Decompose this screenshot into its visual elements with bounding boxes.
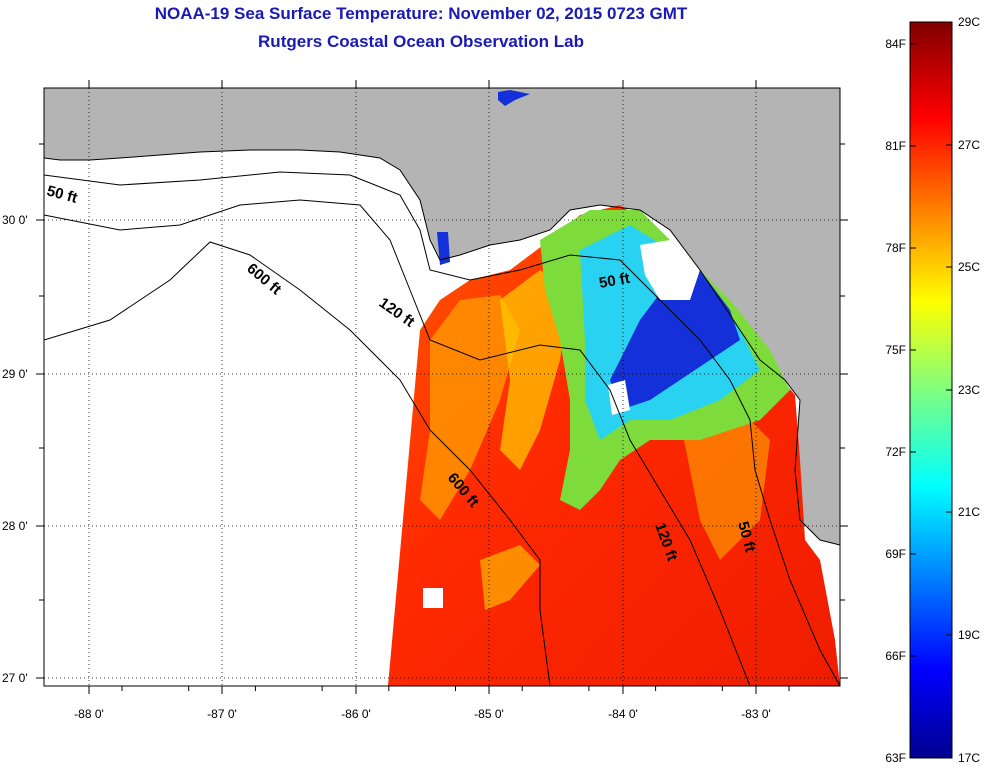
f-tick-label: 63F: [885, 751, 906, 765]
c-tick-label: 19C: [958, 628, 980, 642]
lake-blue: [498, 90, 530, 106]
chart-title: NOAA-19 Sea Surface Temperature: Novembe…: [154, 4, 688, 23]
land-mass: [44, 88, 840, 545]
colorbar: 84F 81F 78F 75F 72F 69F 66F 63F 29C 27C 25C 23C 21C 1…: [885, 15, 980, 765]
graticule: [44, 88, 840, 686]
f-tick-label: 84F: [885, 37, 906, 51]
y-tick-label: 27 0': [2, 671, 28, 685]
sst-cold-blue: [610, 270, 740, 410]
f-tick-label: 75F: [885, 343, 906, 357]
cloud-mask-3: [423, 588, 443, 608]
sst-streak-3: [480, 545, 540, 610]
x-tick-label: -83 0': [741, 707, 771, 721]
colorbar-gradient: [909, 21, 953, 759]
c-tick-label: 29C: [958, 15, 980, 29]
contour-600ft-line: [44, 241, 551, 686]
x-axis: -88 0' -87 0' -86 0' -85 0' -84 0' -83 0': [74, 80, 790, 721]
x-tick-label: -84 0': [608, 707, 638, 721]
bay-blue: [437, 232, 450, 265]
sst-streak-4: [680, 410, 770, 560]
plot-frame: [43, 87, 841, 687]
f-tick-label: 66F: [885, 649, 906, 663]
c-tick-label: 17C: [958, 751, 980, 765]
sst-streak-2: [500, 270, 570, 470]
coastline: [44, 149, 840, 546]
c-tick-label: 27C: [958, 138, 980, 152]
f-tick-label: 72F: [885, 445, 906, 459]
sst-map: 50 ft 600 ft 120 ft 50 ft 600 ft 120 ft …: [2, 80, 848, 721]
contour-50ft-line: [44, 171, 840, 686]
f-tick-label: 81F: [885, 139, 906, 153]
f-tick-label: 78F: [885, 241, 906, 255]
x-tick-label: -88 0': [74, 707, 104, 721]
chart-subtitle: Rutgers Coastal Ocean Observation Lab: [258, 32, 584, 51]
contour-label-50ft-east: 50 ft: [598, 270, 631, 292]
y-axis: 30 0' 29 0' 28 0' 27 0': [2, 143, 848, 685]
y-tick-label: 28 0': [2, 519, 28, 533]
c-tick-label: 21C: [958, 505, 980, 519]
cloud-mask-2: [608, 380, 630, 415]
x-tick-label: -86 0': [341, 707, 371, 721]
sst-streak-1: [420, 295, 520, 520]
c-tick-label: 25C: [958, 260, 980, 274]
x-tick-label: -85 0': [474, 707, 504, 721]
y-tick-label: 29 0': [2, 367, 28, 381]
y-tick-label: 30 0': [2, 213, 28, 227]
cloud-mask-1: [640, 240, 700, 300]
x-tick-label: -87 0': [207, 707, 237, 721]
c-tick-label: 23C: [958, 383, 980, 397]
contour-120ft-line: [44, 199, 751, 686]
f-tick-label: 69F: [885, 547, 906, 561]
